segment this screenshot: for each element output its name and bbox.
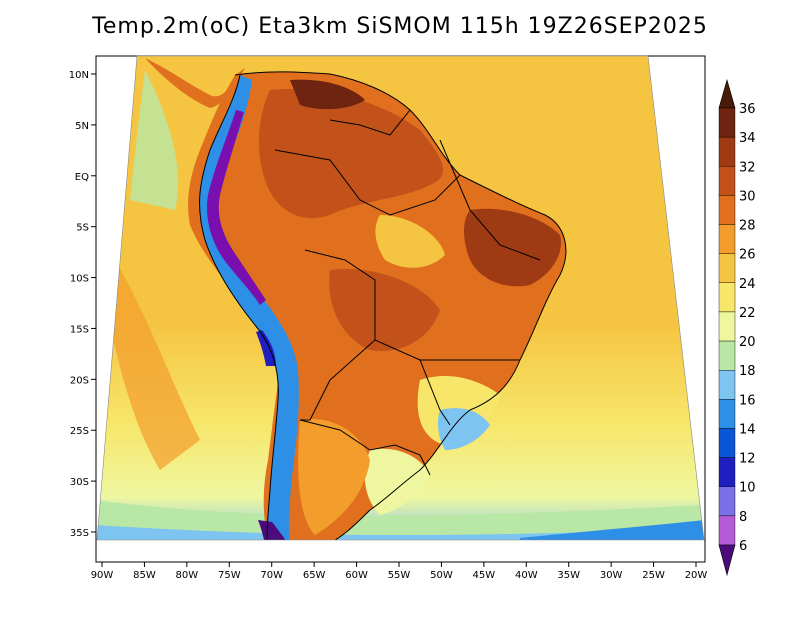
colorbar-segment [718, 311, 736, 342]
colorbar-label: 28 [739, 219, 756, 234]
colorbar-label: 22 [739, 306, 756, 321]
colorbar-segment [718, 515, 736, 546]
colorbar: 6 8 10 12 14 16 18 20 22 24 26 28 30 32 34 36 [718, 78, 756, 577]
colorbar-segment [718, 370, 736, 400]
lon-label: 55W [388, 570, 411, 581]
latitude-axis: 10N 5N EQ 5S 10S 15S 20S 25S 30S 35S [69, 70, 96, 539]
colorbar-label: 10 [739, 481, 756, 496]
central-warm-zone [375, 215, 445, 268]
south-brazil-mild-zone [364, 448, 430, 515]
colorbar-segment [718, 399, 736, 429]
andes-mid-cold [256, 330, 276, 366]
country-borders [199, 71, 567, 540]
colorbar-segment [718, 253, 736, 284]
lat-label: 30S [70, 477, 89, 488]
lon-label: 90W [91, 570, 114, 581]
projection-outline [96, 55, 705, 541]
southeast-cool-coast [437, 408, 490, 450]
colorbar-label: 34 [739, 131, 756, 146]
colorbar-label: 24 [739, 277, 756, 292]
lon-label: 85W [133, 570, 156, 581]
colorbar-label: 30 [739, 189, 756, 204]
map-field [97, 56, 704, 540]
colorbar-label: 16 [739, 393, 756, 408]
map-title: Temp.2m(oC) Eta3km SiSMOM 115h 19Z26SEP2… [92, 14, 708, 39]
lat-label: 20S [70, 375, 89, 386]
colorbar-segment [718, 195, 736, 225]
northeast-hot-zone [464, 208, 561, 287]
lon-label: 30W [600, 570, 623, 581]
south-colder-band [97, 525, 704, 540]
lon-label: 25W [642, 570, 665, 581]
colorbar-label: 36 [739, 102, 756, 117]
colorbar-segment [718, 340, 736, 371]
colorbar-label: 6 [739, 539, 747, 554]
colorbar-segment [718, 486, 736, 517]
lon-label: 40W [515, 570, 538, 581]
lon-label: 60W [345, 570, 368, 581]
colorbar-segment [718, 107, 736, 138]
central-hot-zone [329, 269, 440, 351]
colorbar-segment [718, 224, 736, 254]
lat-label: EQ [75, 172, 89, 183]
lon-label: 50W [430, 570, 453, 581]
colorbar-segment [718, 457, 736, 487]
north-hottest-zone [290, 79, 365, 110]
lon-label: 45W [473, 570, 496, 581]
southeast-cold-band [520, 520, 704, 540]
argentina-warm-zone [298, 419, 370, 535]
colorbar-label: 32 [739, 160, 756, 175]
colorbar-label: 18 [739, 364, 756, 379]
lat-label: 15S [70, 324, 89, 335]
colorbar-segment [718, 136, 736, 167]
lat-label: 10N [69, 70, 89, 81]
andes-coldest-strip [206, 110, 266, 305]
longitude-axis: 90W 85W 80W 75W 70W 65W 60W 55W 50W 45W 40W 35W 30W 2… [91, 562, 708, 581]
lat-label: 5N [75, 121, 89, 132]
colorbar-segment [718, 282, 736, 313]
lon-label: 65W [303, 570, 326, 581]
colorbar-label: 20 [739, 335, 756, 350]
lon-label: 20W [685, 570, 708, 581]
colorbar-label: 12 [739, 452, 756, 467]
colorbar-label: 26 [739, 248, 756, 263]
andes-south-cold [258, 520, 290, 540]
lon-label: 35W [557, 570, 580, 581]
lon-label: 75W [218, 570, 241, 581]
lon-label: 70W [260, 570, 283, 581]
pacific-warm-band [105, 250, 200, 470]
lat-label: 10S [70, 274, 89, 285]
amazon-hot-zone [258, 89, 444, 219]
colorbar-over-arrow [718, 78, 736, 109]
colorbar-segment [718, 428, 736, 458]
lon-label: 80W [176, 570, 199, 581]
pacific-north-cool [130, 70, 179, 210]
colorbar-label: 14 [739, 422, 756, 437]
andes-cold-strip [199, 75, 299, 540]
colorbar-under-arrow [718, 544, 736, 577]
colorbar-segment [718, 166, 736, 196]
colorbar-label: 8 [739, 510, 747, 525]
lat-label: 25S [70, 426, 89, 437]
lat-label: 5S [76, 223, 89, 234]
lat-label: 35S [70, 528, 89, 539]
central-america-land [145, 58, 245, 108]
